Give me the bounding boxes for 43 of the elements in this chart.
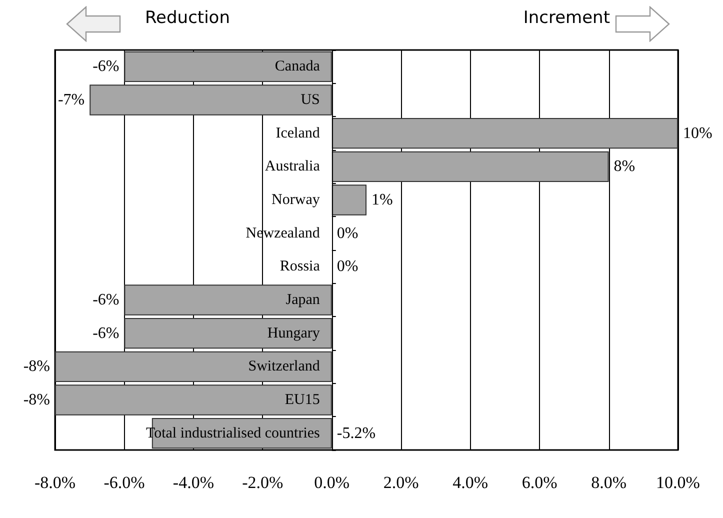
bar (55, 351, 332, 382)
bar (90, 84, 332, 116)
data-label: 8% (614, 158, 636, 176)
x-tick-label: 0.0% (314, 473, 350, 492)
x-tick-label: 4.0% (452, 473, 488, 492)
data-label: 0% (336, 224, 358, 242)
y-tick-label: Switzerland (248, 358, 320, 375)
bar (124, 318, 332, 349)
x-tick-label: -6.0% (104, 473, 145, 492)
y-tick-label: EU15 (284, 392, 320, 408)
data-label: 1% (372, 192, 393, 208)
y-tick-label: US (300, 92, 320, 108)
bar (332, 184, 366, 216)
data-label: 0% (336, 258, 358, 276)
text: Increment (523, 8, 610, 28)
bar (124, 284, 332, 316)
bar (332, 151, 609, 182)
data-label: -8% (23, 392, 50, 408)
x-tick-label: -8.0% (34, 473, 76, 492)
y-tick-label: Hungary (267, 325, 320, 342)
y-tick-label: Japan (286, 292, 320, 308)
data-label: -6% (92, 292, 120, 308)
data-label: 10% (683, 124, 712, 142)
x-tick-label: 10.0% (656, 473, 700, 492)
y-tick-label: Iceland (276, 125, 320, 142)
text: Reduction (145, 8, 230, 28)
y-tick-label: Australia (264, 158, 320, 175)
bar (124, 51, 332, 82)
x-tick-label: -2.0% (242, 473, 284, 492)
x-tick-label: 8.0% (591, 473, 626, 492)
data-label: -8% (23, 358, 50, 376)
data-label: -5.2% (336, 424, 376, 442)
x-tick-label: -4.0% (172, 473, 214, 492)
bar (332, 118, 678, 149)
x-tick-label: 6.0% (522, 473, 558, 492)
y-tick-label: Canada (274, 58, 320, 75)
y-tick-label: Rossia (280, 258, 320, 275)
data-label: -6% (92, 58, 120, 76)
bar (55, 384, 332, 416)
x-tick-label: 2.0% (383, 473, 419, 492)
y-tick-label: Norway (272, 192, 320, 208)
data-label: -6% (92, 324, 120, 342)
data-label: -7% (58, 92, 85, 108)
